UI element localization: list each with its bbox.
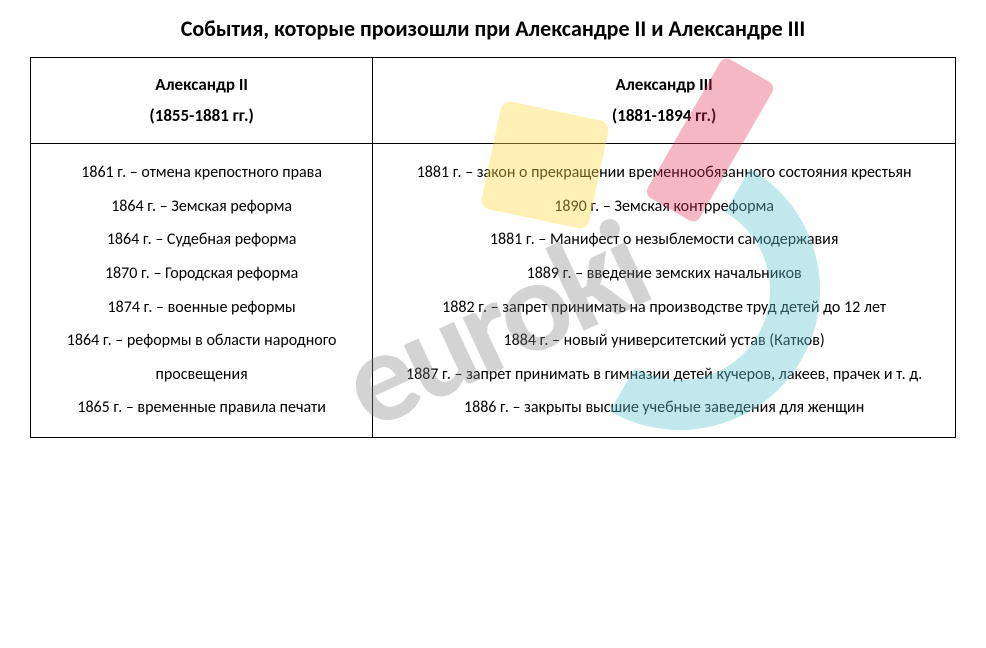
event-item: 1865 г. – временные правила печати (41, 391, 362, 425)
column-header-right: Александр III (1881-1894 гг.) (373, 58, 956, 144)
event-item: 1864 г. – Земская реформа (41, 190, 362, 224)
page-title: События, которые произошли при Александр… (30, 15, 956, 42)
event-item: 1864 г. – Судебная реформа (41, 223, 362, 257)
events-cell-left: 1861 г. – отмена крепостного права 1864 … (31, 144, 373, 438)
column-left-name: Александр II (39, 70, 364, 101)
events-cell-right: 1881 г. – закон о прекращении временнооб… (373, 144, 956, 438)
table-header-row: Александр II (1855-1881 гг.) Александр I… (31, 58, 956, 144)
event-item: 1887 г. – запрет принимать в гимназии де… (383, 358, 945, 392)
table-body-row: 1861 г. – отмена крепостного права 1864 … (31, 144, 956, 438)
event-item: 1870 г. – Городская реформа (41, 257, 362, 291)
column-left-years: (1855-1881 гг.) (39, 101, 364, 132)
column-header-left: Александр II (1855-1881 гг.) (31, 58, 373, 144)
event-item: 1881 г. – Манифест о незыблемости самоде… (383, 223, 945, 257)
column-right-name: Александр III (381, 70, 947, 101)
events-table: Александр II (1855-1881 гг.) Александр I… (30, 57, 956, 438)
column-right-years: (1881-1894 гг.) (381, 101, 947, 132)
event-item: 1874 г. – военные реформы (41, 291, 362, 325)
event-item: 1884 г. – новый университетский устав (К… (383, 324, 945, 358)
event-item: 1882 г. – запрет принимать на производст… (383, 291, 945, 325)
event-item: 1864 г. – реформы в области народного пр… (41, 324, 362, 391)
event-item: 1861 г. – отмена крепостного права (41, 156, 362, 190)
event-item: 1881 г. – закон о прекращении временнооб… (383, 156, 945, 190)
event-item: 1889 г. – введение земских начальников (383, 257, 945, 291)
event-item: 1886 г. – закрыты высшие учебные заведен… (383, 391, 945, 425)
event-item: 1890 г. – Земская контрреформа (383, 190, 945, 224)
